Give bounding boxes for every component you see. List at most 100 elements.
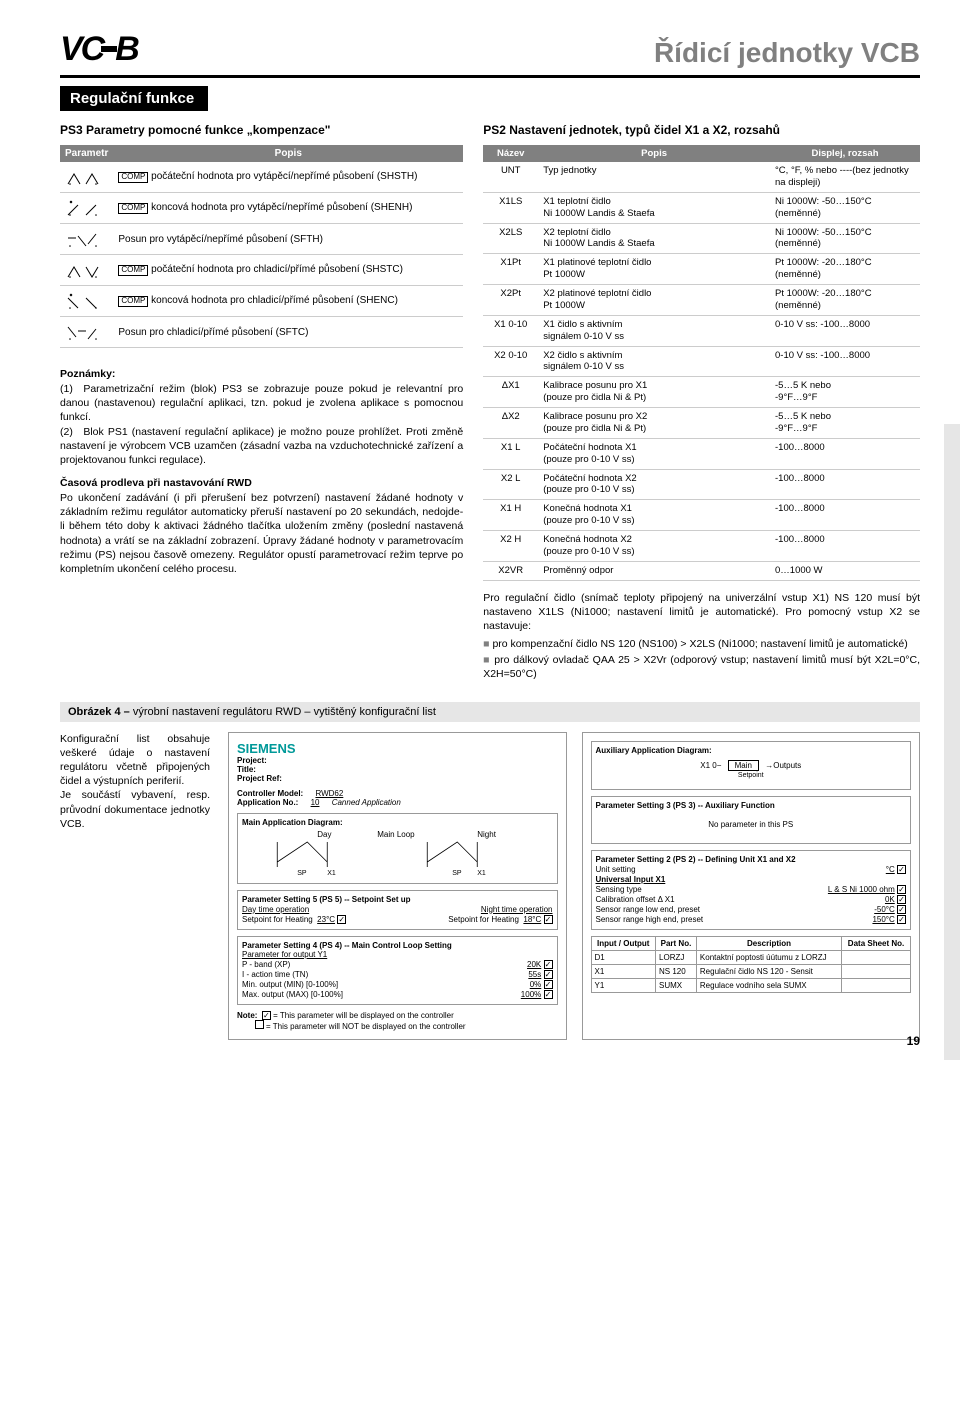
io-cell: X1	[591, 964, 656, 978]
comp-label: COMP	[118, 172, 148, 183]
ps5-day-label: Day time operation	[242, 905, 309, 914]
ps2-name-cell: X2LS	[483, 223, 538, 254]
left-subheading: PS3 Parametry pomocné funkce „kompenzace…	[60, 123, 463, 137]
logo-bar-icon	[101, 46, 117, 52]
ps2-desc-cell: Typ jednotky	[538, 162, 770, 192]
ps2-unit-label: Unit setting	[596, 865, 636, 874]
ps2-panel-row: Sensing typeL & S Ni 1000 ohm ✓	[596, 885, 907, 894]
ps3-row: Posun pro vytápěcí/nepřímé působení (SFT…	[60, 224, 463, 255]
ps3-text: No parameter in this PS	[596, 810, 907, 839]
io-row: D1LORZJKontaktní poptosti úútumu z LORZJ	[591, 950, 911, 964]
ps2-desc-cell: X2 čidlo s aktivnímsignálem 0-10 V ss	[538, 346, 770, 377]
ps2-desc-cell: Počáteční hodnota X1(pouze pro 0-10 V ss…	[538, 438, 770, 469]
comp-label: COMP	[118, 265, 148, 276]
ps2-row: X1 HKonečná hodnota X1(pouze pro 0-10 V …	[483, 500, 920, 531]
io-cell: SUMX	[656, 978, 697, 992]
logo-left: VC	[60, 30, 103, 68]
ps2-range-cell: -100…8000	[770, 469, 920, 500]
main-diag-label: Main Application Diagram:	[242, 818, 553, 827]
io-header: Input / Output	[591, 936, 656, 950]
ps2-table: Název Popis Displej, rozsah UNTTyp jedno…	[483, 145, 920, 581]
ps3-icon-cell	[60, 162, 113, 193]
check-icon: ✓	[262, 1011, 271, 1020]
ps2-desc-cell: Počáteční hodnota X2(pouze pro 0-10 V ss…	[538, 469, 770, 500]
io-cell: Regulace vodního sela SUMX	[696, 978, 841, 992]
ps2-name-cell: X2 0-10	[483, 346, 538, 377]
check-icon: ✓	[544, 960, 553, 969]
io-cell: Y1	[591, 978, 656, 992]
svg-text:Main Loop: Main Loop	[377, 830, 415, 839]
ps2-range-cell: 0-10 V ss: -100…8000	[770, 315, 920, 346]
figure-bar-text: výrobní nastavení regulátoru RWD – vytiš…	[133, 706, 436, 718]
ps2-range-cell: -100…8000	[770, 500, 920, 531]
ps2-desc-cell: Konečná hodnota X1(pouze pro 0-10 V ss)	[538, 500, 770, 531]
notes-p2: (2) Blok PS1 (nastavení regulační aplika…	[60, 425, 463, 468]
check-icon: ✓	[897, 915, 906, 924]
ps4-row: I - action time (TN)55s ✓	[242, 970, 553, 979]
ps2-name-cell: UNT	[483, 162, 538, 192]
svg-text:Day: Day	[317, 830, 331, 839]
check-icon: ✓	[897, 905, 906, 914]
ps3-desc-cell: COMP počáteční hodnota pro chladicí/přím…	[113, 255, 463, 286]
section-tab: Regulační funkce	[60, 86, 208, 111]
ps3-icon-cell	[60, 255, 113, 286]
check-icon: ✓	[897, 885, 906, 894]
ps5-night-val: 18°C	[523, 915, 541, 924]
ps3-row: Posun pro chladicí/přímé působení (SFTC)	[60, 317, 463, 348]
ps4-row: Min. output (MIN) [0-100%]0% ✓	[242, 980, 553, 989]
io-cell: Kontaktní poptosti úútumu z LORZJ	[696, 950, 841, 964]
ps3-table: Parametr Popis COMP počáteční hodnota pr…	[60, 145, 463, 348]
right-body-p1: Pro regulační čidlo (snímač teploty přip…	[483, 591, 920, 634]
ps3-th-popis: Popis	[113, 145, 463, 162]
ps3-desc-cell: Posun pro vytápěcí/nepřímé působení (SFT…	[113, 224, 463, 255]
ps2-range-cell: -100…8000	[770, 438, 920, 469]
ps2-range-cell: -100…8000	[770, 531, 920, 562]
param-graph-icon	[65, 259, 101, 281]
io-header: Part No.	[656, 936, 697, 950]
main-diagram-icon: Day Main Loop Night SP X1 SP X1	[242, 827, 553, 877]
ps2-unit-val: °C	[886, 865, 895, 874]
notes-title: Poznámky:	[60, 368, 463, 380]
ps3-desc-cell: COMP počáteční hodnota pro vytápěcí/nepř…	[113, 162, 463, 193]
aux-x1: X1 0−	[700, 761, 721, 770]
svg-text:Night: Night	[477, 830, 496, 839]
config-panel-left: SIEMENS Project: Title: Project Ref: Con…	[228, 732, 567, 1040]
ps3-icon-cell	[60, 286, 113, 317]
svg-text:SP: SP	[297, 870, 307, 877]
check-icon: ✓	[544, 915, 553, 924]
ps2-row: X2LSX2 teplotní čidloNi 1000W Landis & S…	[483, 223, 920, 254]
notes-p1: (1) Parametrizační režim (blok) PS3 se z…	[60, 382, 463, 425]
ps2-panel-row: Sensor range low end, preset-50°C ✓	[596, 905, 907, 914]
right-body-li1: pro kompenzační čidlo NS 120 (NS100) > X…	[483, 637, 920, 651]
svg-text:SP: SP	[452, 870, 462, 877]
ps2-row: ΔX1Kalibrace posunu pro X1(pouze pro čid…	[483, 377, 920, 408]
io-cell	[842, 950, 911, 964]
check-icon: ✓	[544, 970, 553, 979]
side-tab	[944, 424, 960, 1060]
io-row: X1NS 120Regulační čidlo NS 120 - Sensit	[591, 964, 911, 978]
ps2-row: X1 LPočáteční hodnota X1(pouze pro 0-10 …	[483, 438, 920, 469]
io-row: Y1SUMXRegulace vodního sela SUMX	[591, 978, 911, 992]
ps2-desc-cell: Kalibrace posunu pro X2(pouze pro čidla …	[538, 408, 770, 439]
comp-label: COMP	[118, 296, 148, 307]
notes-p3: Po ukončení zadávání (i při přerušení be…	[60, 491, 463, 576]
param-graph-icon	[65, 321, 101, 343]
ps2-range-cell: °C, °F, % nebo ----(bez jednotky na disp…	[770, 162, 920, 192]
note-1: = This parameter will be displayed on th…	[273, 1011, 454, 1020]
check-icon: ✓	[897, 895, 906, 904]
ps5-sp-label-1: Setpoint for Heating	[242, 915, 313, 924]
ps2-panel-row: Sensor range high end, preset150°C ✓	[596, 915, 907, 924]
ps2-range-cell: 0-10 V ss: -100…8000	[770, 346, 920, 377]
ps5-day-val: 23°C	[317, 915, 335, 924]
ps2-desc-cell: X1 teplotní čidloNi 1000W Landis & Staef…	[538, 192, 770, 223]
ps3-desc-cell: COMP koncová hodnota pro chladicí/přímé …	[113, 286, 463, 317]
ps3-row: COMP počáteční hodnota pro chladicí/přím…	[60, 255, 463, 286]
uncheck-icon	[255, 1020, 264, 1029]
right-subheading: PS2 Nastavení jednotek, typů čidel X1 a …	[483, 123, 920, 137]
logo-right: B	[115, 30, 138, 68]
check-icon: ✓	[337, 915, 346, 924]
param-graph-icon	[65, 166, 101, 188]
ps3-desc-cell: COMP koncová hodnota pro vytápěcí/nepřím…	[113, 193, 463, 224]
ps2-name-cell: X1 L	[483, 438, 538, 469]
io-cell: NS 120	[656, 964, 697, 978]
